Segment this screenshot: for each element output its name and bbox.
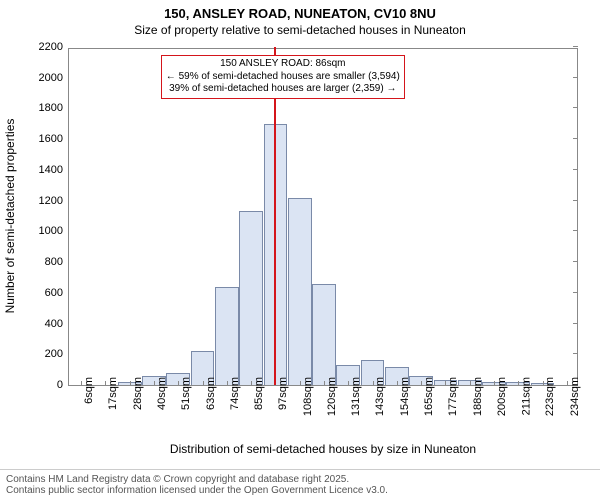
x-tick-label: 51sqm bbox=[180, 377, 192, 410]
x-tick-label: 143sqm bbox=[375, 377, 387, 416]
y-tick-label: 1200 bbox=[39, 195, 69, 207]
annotation-box: 150 ANSLEY ROAD: 86sqm← 59% of semi-deta… bbox=[161, 55, 405, 99]
y-tick-label: 0 bbox=[57, 379, 69, 391]
chart-subtitle: Size of property relative to semi-detach… bbox=[0, 21, 600, 37]
footer-line-1: Contains HM Land Registry data © Crown c… bbox=[6, 474, 594, 485]
x-tick-label: 97sqm bbox=[277, 377, 289, 410]
chart-title: 150, ANSLEY ROAD, NUNEATON, CV10 8NU bbox=[0, 0, 600, 21]
x-axis-label: Distribution of semi-detached houses by … bbox=[68, 442, 578, 456]
x-tick-label: 74sqm bbox=[229, 377, 241, 410]
x-tick-label: 17sqm bbox=[107, 377, 119, 410]
histogram-bar bbox=[239, 211, 263, 385]
histogram-bar bbox=[215, 287, 239, 385]
footer-line-2: Contains public sector information licen… bbox=[6, 485, 594, 496]
histogram-bar bbox=[288, 198, 312, 385]
y-tick-label: 400 bbox=[45, 318, 69, 330]
x-tick-label: 165sqm bbox=[423, 377, 435, 416]
x-tick-label: 40sqm bbox=[156, 377, 168, 410]
y-tick-label: 600 bbox=[45, 287, 69, 299]
x-tick-label: 131sqm bbox=[350, 377, 362, 416]
y-tick-label: 1400 bbox=[39, 164, 69, 176]
histogram-bar bbox=[312, 284, 336, 385]
x-tick-label: 223sqm bbox=[545, 377, 557, 416]
x-tick-label: 108sqm bbox=[302, 377, 314, 416]
x-tick-label: 211sqm bbox=[520, 377, 532, 415]
x-tick-label: 6sqm bbox=[83, 377, 95, 404]
y-tick-label: 1000 bbox=[39, 225, 69, 237]
y-tick-label: 1800 bbox=[39, 102, 69, 114]
x-tick-label: 28sqm bbox=[132, 377, 144, 410]
chart-container: 150, ANSLEY ROAD, NUNEATON, CV10 8NU Siz… bbox=[0, 0, 600, 500]
x-tick-label: 177sqm bbox=[447, 377, 459, 416]
y-tick-label: 800 bbox=[45, 256, 69, 268]
y-tick-label: 1600 bbox=[39, 133, 69, 145]
x-tick-label: 234sqm bbox=[569, 377, 581, 416]
annotation-line: 150 ANSLEY ROAD: 86sqm bbox=[166, 58, 400, 71]
x-tick-label: 63sqm bbox=[205, 377, 217, 410]
x-tick-label: 85sqm bbox=[253, 377, 265, 410]
footer: Contains HM Land Registry data © Crown c… bbox=[0, 469, 600, 500]
x-tick-label: 200sqm bbox=[496, 377, 508, 416]
x-tick-label: 188sqm bbox=[472, 377, 484, 416]
x-tick-label: 120sqm bbox=[326, 377, 338, 416]
annotation-line: 39% of semi-detached houses are larger (… bbox=[166, 83, 400, 96]
x-tick-label: 154sqm bbox=[399, 377, 411, 416]
plot-area: 0200400600800100012001400160018002000220… bbox=[68, 48, 578, 386]
y-tick-label: 2200 bbox=[39, 41, 69, 53]
y-tick-label: 2000 bbox=[39, 72, 69, 84]
annotation-line: ← 59% of semi-detached houses are smalle… bbox=[166, 71, 400, 84]
y-tick-label: 200 bbox=[45, 348, 69, 360]
y-axis-label: Number of semi-detached properties bbox=[3, 116, 17, 316]
